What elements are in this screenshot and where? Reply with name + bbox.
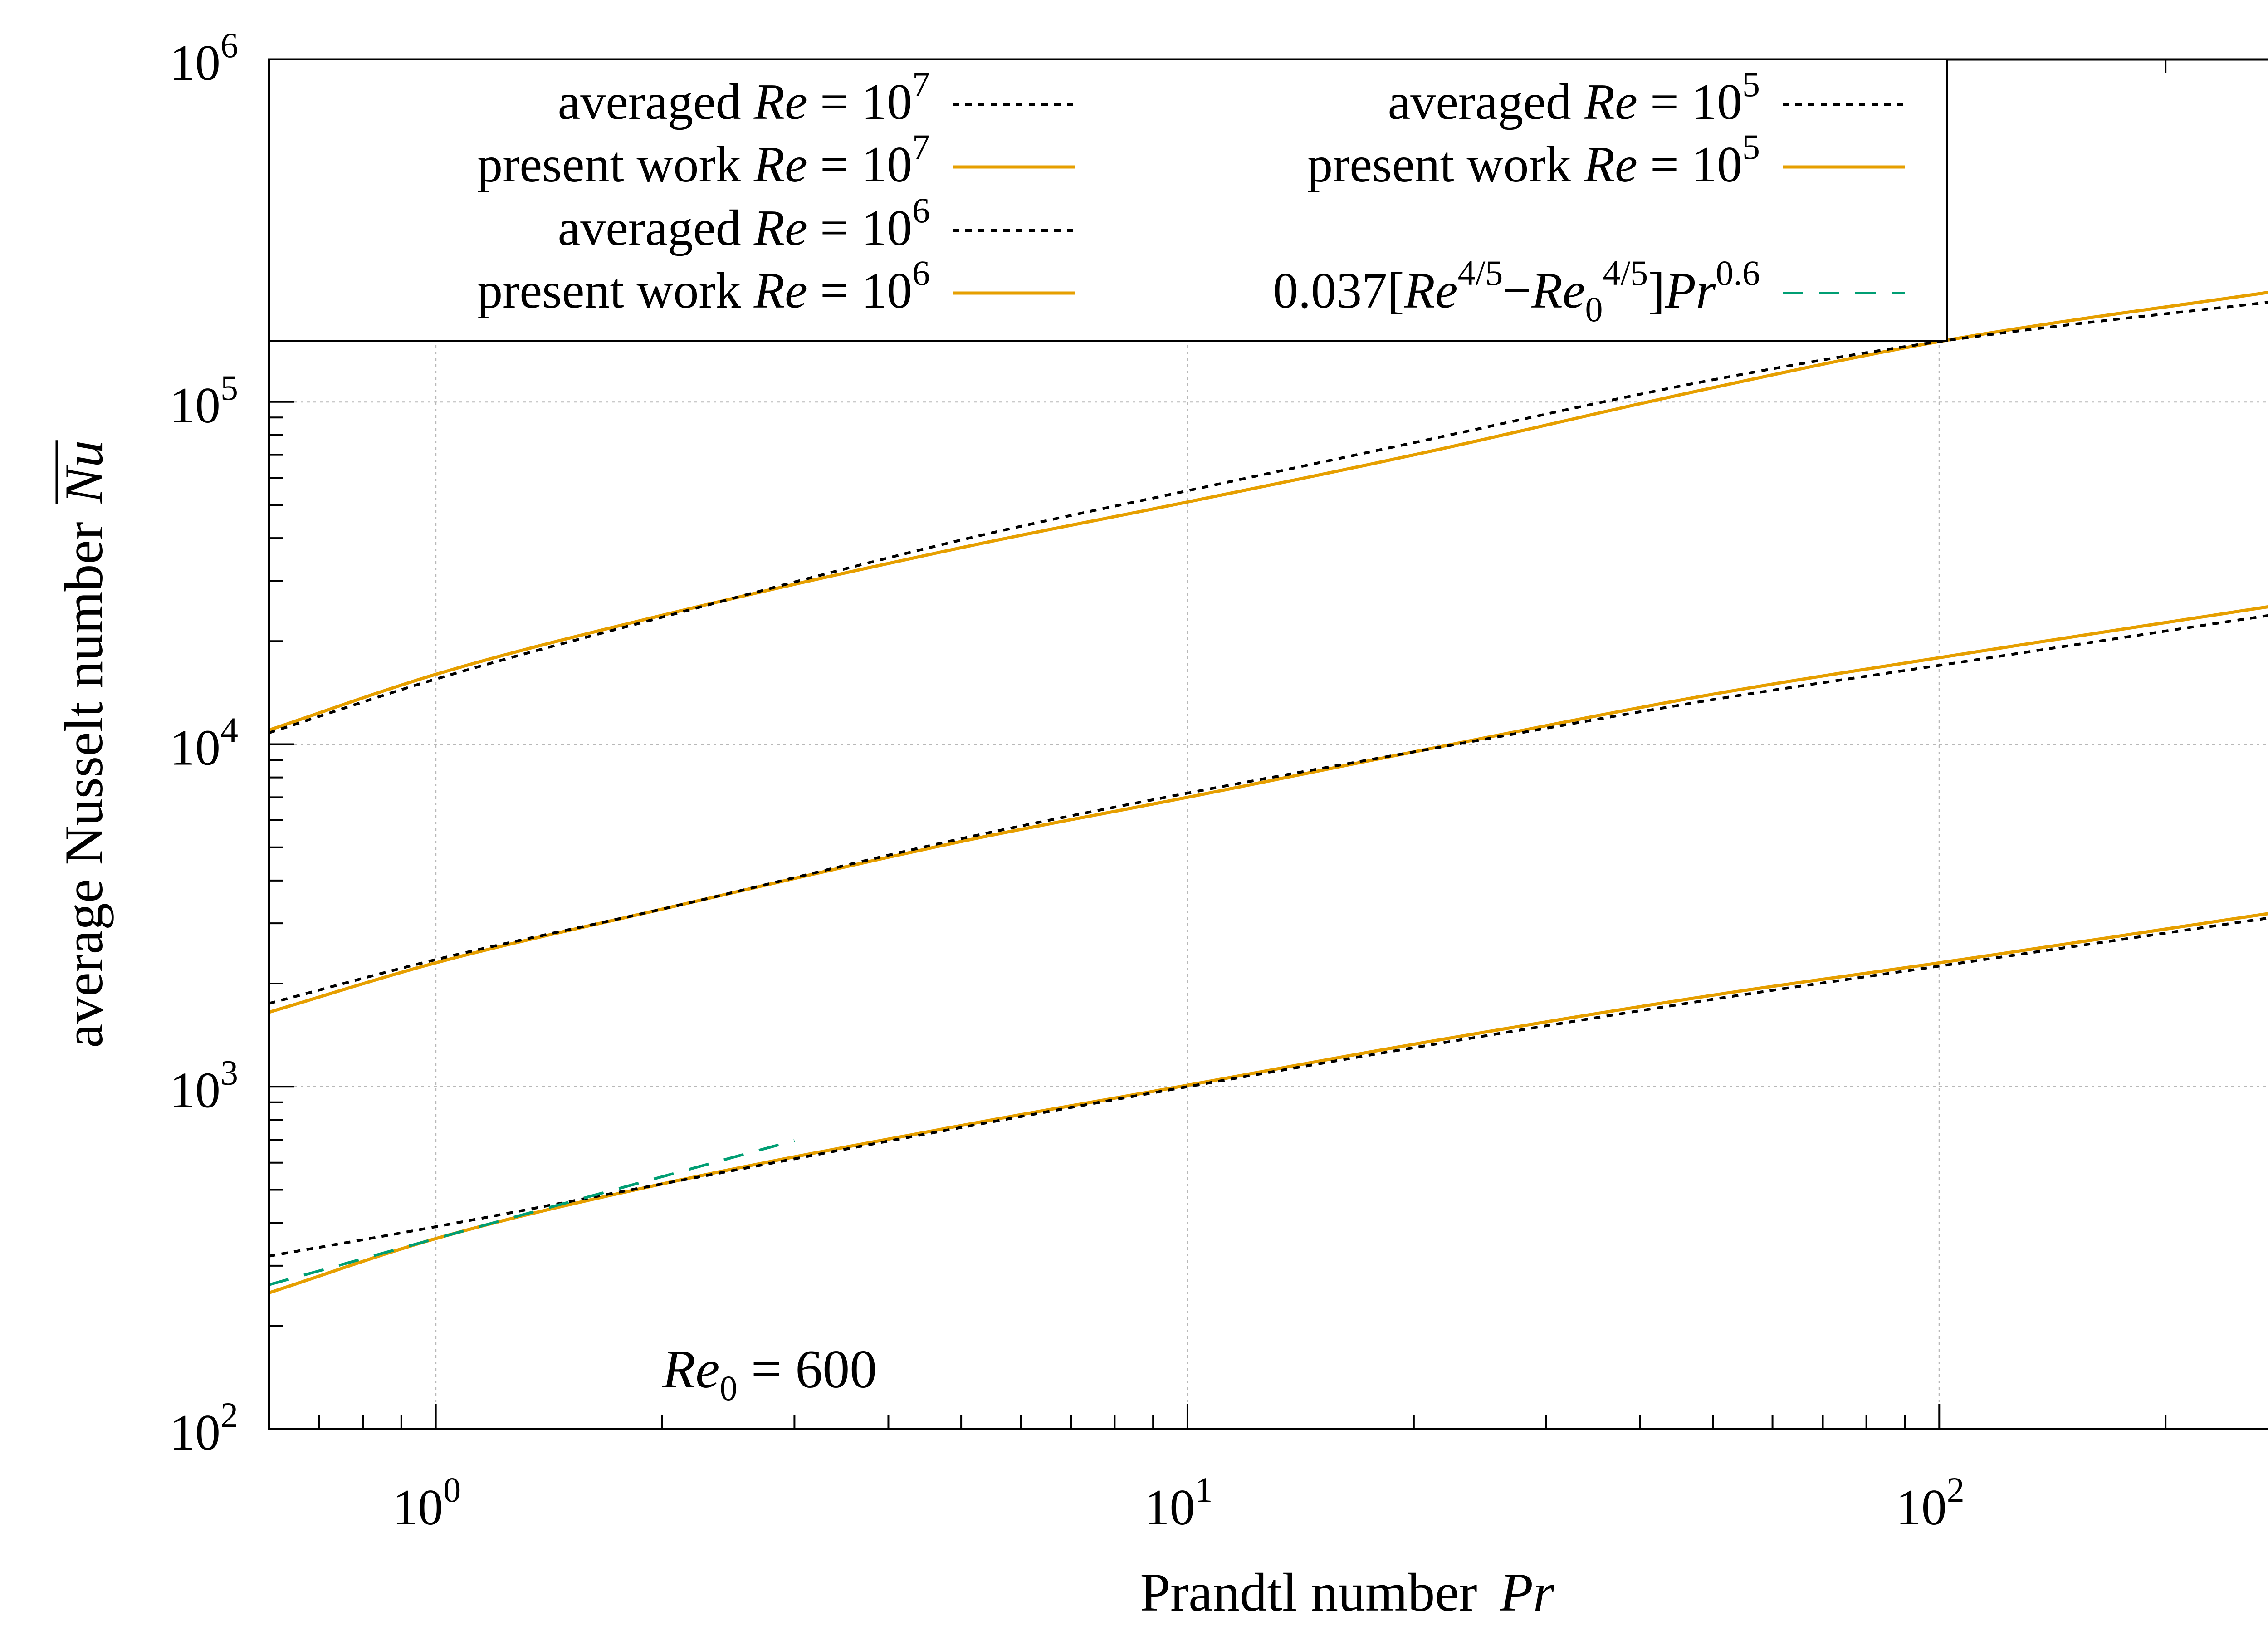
legend-minus: − [1503,263,1531,319]
legend-var: Re [1584,137,1637,193]
y-tick-base: 10 [170,1062,220,1118]
legend-bracket: [ [1387,263,1404,319]
series-line-averaged_1e5 [269,916,2268,1258]
legend-var: Re [753,137,807,193]
x-tick-label: 101 [1144,1470,1212,1536]
x-tick-exp: 2 [1947,1470,1965,1509]
legend-var: Re [753,200,807,256]
legend-mid: = 10 [807,263,912,319]
legend-label: present work Re = 106 [477,253,930,319]
x-tick-exp: 0 [443,1470,461,1509]
legend-label: averaged Re = 106 [558,191,930,256]
y-tick-base: 10 [170,377,220,434]
y-axis-label-var: Nu [54,440,114,504]
legend-sup: 6 [912,191,930,230]
legend-sup: 7 [912,64,930,104]
legend-mid: = 10 [807,200,912,256]
y-axis-label-text: average Nusselt number [54,522,114,1048]
y-tick-exp: 2 [220,1395,238,1435]
legend-sub: 0 [1585,289,1603,329]
legend-sup: 4/5 [1603,253,1648,293]
legend-var: Re [753,263,807,319]
series-line-averaged_1e7 [269,301,2268,735]
y-tick-exp: 4 [220,710,238,750]
legend-prefix: present work [477,137,754,193]
y-tick-label: 106 [170,25,238,91]
series-line-correlation [269,1139,795,1286]
legend-sup: 7 [912,127,930,167]
legend-prefix: present work [1307,137,1584,193]
y-tick-exp: 6 [220,25,238,65]
x-tick-base: 10 [392,1479,443,1536]
y-tick-label: 103 [170,1053,238,1118]
legend-label: 0.037[Re4/5−Re04/5]Pr0.6 [1273,253,1760,329]
legend-sup: 5 [1742,127,1760,167]
x-axis-label-var: Pr [1500,1562,1555,1622]
legend-sup: 6 [912,253,930,293]
legend-sup: 0.6 [1716,253,1760,293]
x-axis-label-text: Prandtl number [1140,1562,1477,1622]
re0-var: Re [662,1339,720,1399]
y-tick-label: 105 [170,368,238,434]
y-tick-base: 10 [170,720,220,776]
x-tick-label: 100 [392,1470,461,1536]
legend-var: Re [1403,263,1457,319]
legend-mid: = 10 [1637,74,1742,130]
legend-mid: = 10 [1637,137,1742,193]
legend-var: Re [1531,263,1585,319]
legend-mid: = 10 [807,137,912,193]
legend-var: Re [1584,74,1637,130]
legend-label: present work Re = 105 [1307,127,1760,193]
y-tick-label: 104 [170,710,238,776]
re0-annotation: Re0 = 600 [662,1339,877,1408]
svg-text:average Nusselt numberNu: average Nusselt number Nu [54,440,114,1048]
x-tick-base: 10 [1896,1479,1947,1536]
y-tick-exp: 5 [220,368,238,407]
y-tick-exp: 3 [220,1053,238,1092]
legend-box [268,59,1948,342]
legend-prefix: averaged [1388,74,1584,130]
legend-coef: 0.037 [1273,263,1387,319]
legend-prefix: present work [477,263,754,319]
x-tick-exp: 1 [1195,1470,1212,1509]
re0-value: = 600 [738,1339,877,1399]
legend-label: averaged Re = 107 [558,64,930,130]
legend-prefix: averaged [558,200,754,256]
legend-bracket: ] [1648,263,1665,319]
legend-var: Pr [1665,263,1716,319]
y-tick-label: 102 [170,1395,238,1461]
y-axis-label: average Nusselt number Nu [54,440,114,1048]
x-tick-labels: 100 101 102 [392,1470,1965,1536]
legend-label: present work Re = 107 [477,127,930,193]
series-layer [268,290,2268,1295]
y-tick-base: 10 [170,35,220,91]
x-axis-label: Prandtl number Pr [1140,1562,1555,1622]
x-tick-label: 102 [1896,1470,1965,1536]
legend-prefix: averaged [558,74,754,130]
series-line-present_1e5 [268,912,2268,1295]
series-line-present_1e6 [268,605,2268,1014]
legend-mid: = 10 [807,74,912,130]
series-line-present_1e7 [268,290,2268,732]
re0-sub: 0 [720,1368,738,1408]
y-tick-base: 10 [170,1405,220,1461]
legend-sup: 5 [1742,64,1760,104]
series-line-averaged_1e6 [269,614,2268,1005]
legend-label: averaged Re = 105 [1388,64,1760,130]
x-tick-base: 10 [1144,1479,1195,1536]
legend-sup: 4/5 [1458,253,1503,293]
legend-var: Re [753,74,807,130]
